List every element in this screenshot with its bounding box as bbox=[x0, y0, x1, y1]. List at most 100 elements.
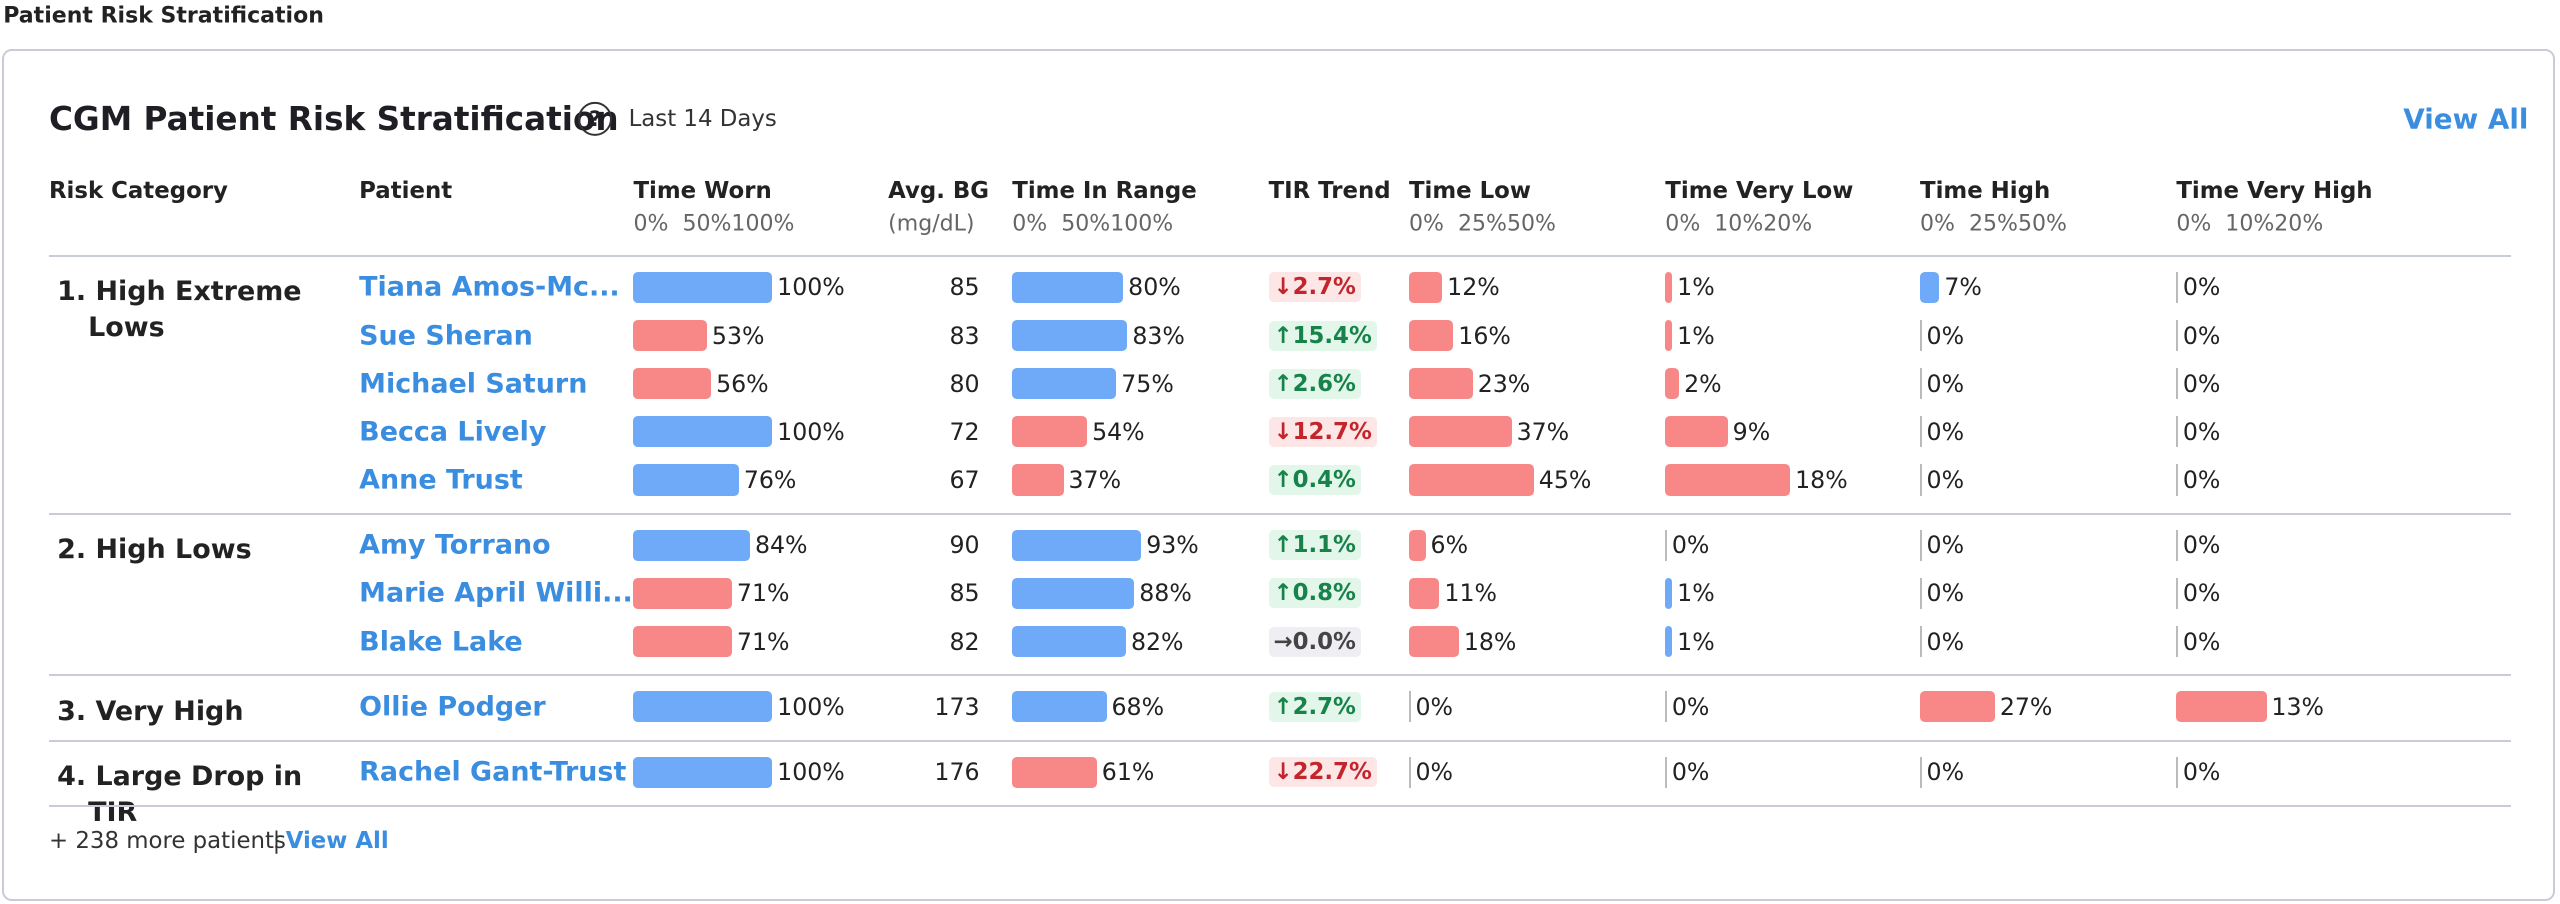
bar-label: 0% bbox=[1926, 627, 1965, 656]
header-divider bbox=[48, 254, 2511, 257]
bar-label: 100% bbox=[777, 417, 845, 446]
bar bbox=[633, 320, 708, 352]
avg-bg-value: 83 bbox=[949, 321, 980, 350]
scale-label: 0% bbox=[1920, 211, 1955, 237]
bar-label: 2% bbox=[1684, 369, 1722, 398]
scale-label: 0% bbox=[2176, 211, 2212, 237]
patient-name[interactable]: Blake Lake bbox=[359, 626, 523, 658]
column-header: Time Low bbox=[1408, 178, 1531, 205]
avg-bg-value: 80 bbox=[949, 369, 980, 398]
trend-badge: ↑2.7% bbox=[1268, 691, 1361, 722]
bar bbox=[1408, 464, 1534, 496]
scale-label: 20% bbox=[2274, 211, 2324, 237]
bar-label: 13% bbox=[2271, 692, 2325, 721]
trend-badge: ↓2.7% bbox=[1268, 272, 1361, 303]
card bbox=[1, 48, 2556, 902]
bar bbox=[1012, 464, 1064, 496]
bar bbox=[1665, 416, 1728, 448]
bar-label: 0% bbox=[1671, 692, 1710, 721]
scale-label: 0% bbox=[633, 211, 669, 237]
bar bbox=[1012, 320, 1128, 352]
avg-bg-value: 85 bbox=[949, 579, 980, 608]
trend-badge: ↑0.4% bbox=[1268, 465, 1361, 495]
patient-name[interactable]: Tiana Amos-Mc... bbox=[359, 271, 620, 303]
risk-category: 2. High Lows bbox=[57, 534, 252, 566]
bar-label: 100% bbox=[777, 758, 845, 787]
bar bbox=[1408, 577, 1440, 609]
scale-label: 100% bbox=[731, 211, 795, 237]
bar bbox=[633, 271, 773, 303]
bar bbox=[1012, 271, 1124, 303]
bar bbox=[2176, 529, 2179, 561]
bar-label: 0% bbox=[2182, 273, 2221, 302]
bar-label: 45% bbox=[1538, 466, 1592, 494]
bar bbox=[633, 529, 751, 561]
bar-label: 0% bbox=[1926, 417, 1965, 446]
bar bbox=[1408, 529, 1426, 561]
bar-label: 100% bbox=[777, 692, 845, 721]
bar bbox=[1920, 320, 1922, 352]
help-icon[interactable]: ? bbox=[577, 102, 613, 137]
bar-label: 9% bbox=[1732, 417, 1771, 446]
footer-view-all[interactable]: View All bbox=[285, 827, 389, 854]
bar bbox=[633, 416, 773, 448]
bar bbox=[1920, 416, 1922, 448]
bar bbox=[1665, 320, 1673, 352]
bar-label: 6% bbox=[1430, 531, 1469, 560]
scale-label: 20% bbox=[1763, 211, 1813, 237]
bar-label: 0% bbox=[1671, 758, 1710, 787]
bar-label: 54% bbox=[1092, 417, 1145, 446]
group-divider bbox=[48, 739, 2511, 742]
scale-label: 0% bbox=[1012, 211, 1048, 237]
view-all-link[interactable]: View All bbox=[2403, 102, 2529, 136]
bar bbox=[2176, 756, 2179, 788]
more-patients: + 238 more patients bbox=[48, 827, 286, 854]
card-title: CGM Patient Risk Stratification bbox=[48, 100, 619, 139]
bar-label: 0% bbox=[2182, 417, 2221, 446]
bar bbox=[1665, 756, 1668, 788]
patient-name[interactable]: Sue Sheran bbox=[359, 320, 533, 351]
bar bbox=[633, 368, 712, 400]
patient-name[interactable]: Michael Saturn bbox=[359, 368, 588, 400]
patient-name[interactable]: Becca Lively bbox=[359, 416, 547, 448]
patient-name[interactable]: Marie April Willi... bbox=[359, 577, 633, 609]
bar-label: 18% bbox=[1463, 627, 1517, 656]
scale-label: 10% bbox=[1714, 211, 1764, 237]
bar-label: 0% bbox=[1926, 531, 1965, 560]
bar-label: 0% bbox=[2182, 466, 2221, 494]
column-header: Time Very High bbox=[2176, 178, 2373, 205]
patient-name[interactable]: Anne Trust bbox=[359, 464, 523, 496]
bar bbox=[2176, 691, 2267, 723]
bar bbox=[1665, 529, 1668, 561]
bar bbox=[1665, 626, 1673, 658]
column-header: Patient bbox=[359, 178, 453, 205]
bar-label: 84% bbox=[754, 531, 808, 560]
bar-label: 0% bbox=[1415, 758, 1454, 787]
bar-label: 56% bbox=[716, 369, 769, 398]
scale-label: 100% bbox=[1110, 211, 1174, 237]
bar-label: 37% bbox=[1068, 466, 1122, 494]
bar-label: 61% bbox=[1101, 758, 1155, 787]
patient-name[interactable]: Amy Torrano bbox=[359, 529, 551, 561]
patient-name[interactable]: Ollie Podger bbox=[359, 691, 546, 723]
bar bbox=[633, 577, 732, 609]
period-label: Last 14 Days bbox=[628, 106, 777, 133]
bar bbox=[1920, 577, 1922, 609]
bar bbox=[1920, 756, 1922, 788]
bar bbox=[1012, 626, 1127, 658]
bar bbox=[1012, 529, 1142, 561]
bar-label: 1% bbox=[1677, 321, 1715, 350]
scale-label: 0% bbox=[1665, 211, 1701, 237]
bar-label: 53% bbox=[711, 321, 765, 350]
bar-label: 27% bbox=[1999, 692, 2053, 721]
bar bbox=[1012, 691, 1107, 723]
bar-label: 0% bbox=[2182, 758, 2221, 787]
patient-name[interactable]: Rachel Gant-Trust bbox=[359, 756, 627, 788]
bar-label: 0% bbox=[1926, 369, 1965, 398]
column-header: Time Worn bbox=[633, 178, 772, 205]
scale-label: 50% bbox=[1061, 211, 1111, 237]
bar-label: 0% bbox=[2182, 321, 2221, 350]
bar-label: 83% bbox=[1132, 321, 1185, 350]
bar-label: 23% bbox=[1477, 369, 1531, 398]
